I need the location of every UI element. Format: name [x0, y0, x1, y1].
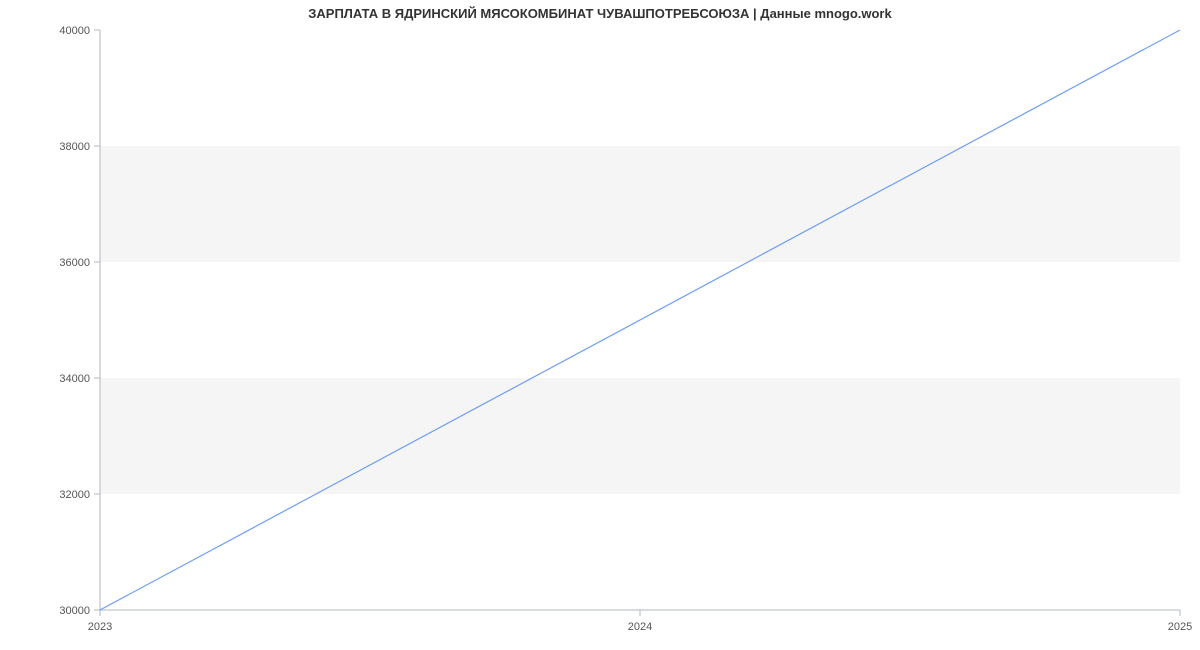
chart-title: ЗАРПЛАТА В ЯДРИНСКИЙ МЯСОКОМБИНАТ ЧУВАШП… — [0, 6, 1200, 21]
y-tick-label: 38000 — [59, 141, 90, 153]
y-tick-label: 30000 — [59, 605, 90, 617]
series-line-salary — [100, 30, 1180, 610]
plot-band — [100, 378, 1180, 494]
x-tick-label: 2023 — [88, 621, 112, 633]
y-tick-label: 40000 — [59, 25, 90, 37]
chart-canvas: 30000 32000 34000 36000 38000 40000 2023 2024 20… — [0, 0, 1200, 650]
y-tick-label: 36000 — [59, 257, 90, 269]
x-tick-label: 2024 — [628, 621, 652, 633]
x-tick-label: 2025 — [1168, 621, 1192, 633]
y-tick-label: 34000 — [59, 373, 90, 385]
salary-line-chart: ЗАРПЛАТА В ЯДРИНСКИЙ МЯСОКОМБИНАТ ЧУВАШП… — [0, 0, 1200, 650]
plot-band — [100, 146, 1180, 262]
y-tick-label: 32000 — [59, 489, 90, 501]
